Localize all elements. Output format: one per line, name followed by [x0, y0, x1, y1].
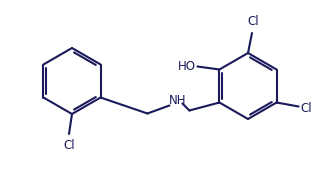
Text: Cl: Cl	[301, 102, 312, 115]
Text: Cl: Cl	[63, 139, 75, 152]
Text: NH: NH	[169, 94, 186, 107]
Text: HO: HO	[177, 60, 195, 73]
Text: Cl: Cl	[247, 15, 259, 28]
